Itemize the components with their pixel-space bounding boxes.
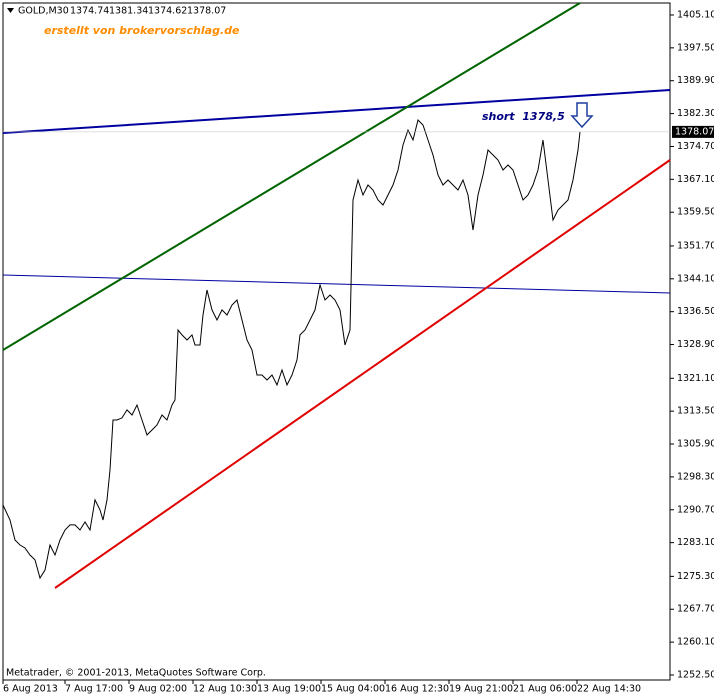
trend-line — [54, 159, 671, 589]
x-tick-label: 12 Aug 10:30 — [193, 684, 257, 695]
price-line — [2, 119, 581, 580]
y-tick-label: 1405.10 — [677, 9, 714, 20]
y-tick-label: 1397.50 — [677, 42, 714, 53]
y-tick-label: 1374.70 — [677, 141, 714, 152]
trend-line — [2, 274, 671, 294]
annotation: short 1378,5 — [482, 110, 565, 123]
y-tick-label: 1344.10 — [677, 273, 714, 284]
y-tick-label: 1351.70 — [677, 240, 714, 251]
ohlc-high: 1381.34 — [109, 6, 148, 17]
copyright: Metatrader, © 2001-2013, MetaQuotes Soft… — [6, 668, 266, 679]
y-tick-label: 1305.90 — [677, 439, 714, 450]
sell-arrow — [570, 102, 594, 129]
y-tick-label: 1290.70 — [677, 504, 714, 515]
y-tick-label: 1367.10 — [677, 174, 714, 185]
y-tick-label: 1359.50 — [677, 207, 714, 218]
plot-frame — [2, 2, 671, 681]
current-price-label: 1378.07 — [675, 126, 714, 137]
annotation: erstellt von brokervorschlag.de — [44, 24, 240, 37]
x-tick-label: 21 Aug 06:00 — [513, 684, 577, 695]
y-tick-label: 1275.30 — [677, 571, 714, 582]
y-tick-label: 1252.50 — [677, 669, 714, 680]
symbol-marker — [7, 8, 14, 13]
y-tick-label: 1313.50 — [677, 406, 714, 417]
y-tick-label: 1260.10 — [677, 637, 714, 648]
current-price-box — [672, 125, 714, 138]
x-tick-label: 6 Aug 2013 — [3, 684, 58, 695]
trend-line — [2, 89, 671, 134]
x-tick-label: 22 Aug 14:30 — [577, 684, 641, 695]
y-tick-label: 1382.30 — [677, 108, 714, 119]
ohlc-open: 1374.74 — [70, 6, 109, 17]
x-tick-label: 7 Aug 17:00 — [65, 684, 123, 695]
y-tick-label: 1328.90 — [677, 339, 714, 350]
trend-line — [2, 2, 581, 351]
x-tick-label: 9 Aug 02:00 — [129, 684, 187, 695]
y-tick-label: 1389.90 — [677, 75, 714, 86]
y-tick-label: 1321.10 — [677, 373, 714, 384]
ohlc-low: 1374.62 — [148, 6, 187, 17]
x-tick-label: 19 Aug 21:00 — [449, 684, 513, 695]
y-tick-label: 1298.30 — [677, 471, 714, 482]
y-tick-label: 1267.70 — [677, 604, 714, 615]
y-tick-label: 1336.50 — [677, 306, 714, 317]
symbol: GOLD,M30 — [18, 6, 69, 17]
x-tick-label: 16 Aug 12:30 — [385, 684, 449, 695]
ohlc-close: 1378.07 — [187, 6, 226, 17]
y-tick-label: 1283.10 — [677, 537, 714, 548]
x-tick-label: 15 Aug 04:00 — [321, 684, 385, 695]
x-tick-label: 13 Aug 19:00 — [257, 684, 321, 695]
